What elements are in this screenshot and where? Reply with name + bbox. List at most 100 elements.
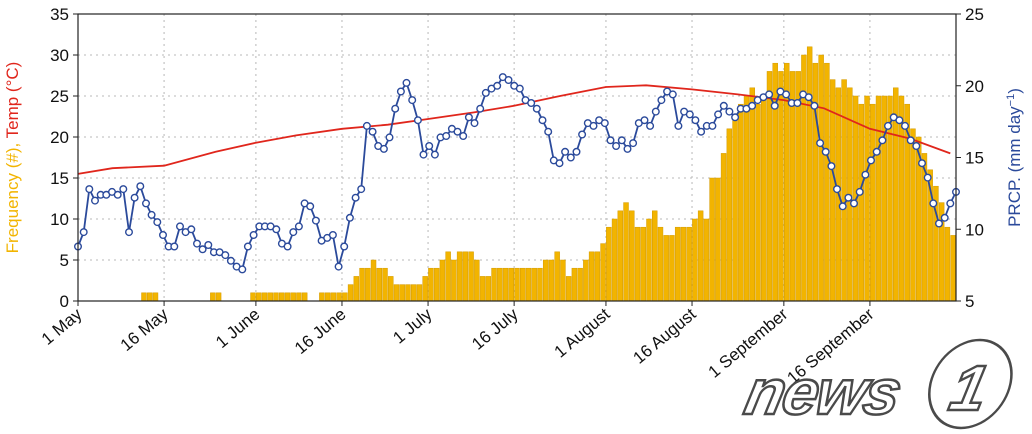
precipitation-point [351,193,360,202]
frequency-bar [330,292,337,302]
frequency-bar [761,95,767,302]
frequency-bar [261,292,268,302]
right-axis-ticks: 5 10 15 20 25 [956,5,984,311]
frequency-bar [542,259,549,302]
frequency-bar [445,251,451,302]
left-tick-label: 0 [60,292,69,311]
precipitation-point [725,107,734,116]
frequency-bar [652,210,658,302]
precipitation-point [79,228,88,237]
frequency-bar [577,267,583,302]
precipitation-point [334,262,343,271]
frequency-bar [451,259,457,302]
frequency-bar [388,276,394,302]
precipitation-point [249,230,258,239]
precipitation-point [379,144,388,153]
frequency-bar [514,267,520,302]
frequency-bar [841,79,847,302]
frequency-bar [485,276,492,302]
frequency-bar [531,267,537,302]
precipitation-point [362,121,371,130]
precipitation-point [345,213,354,222]
precipitation-point [90,196,99,205]
frequency-bar [870,103,876,302]
precipitation-point [816,139,825,148]
precipitation-point [748,101,757,110]
precipitation-point [708,121,717,130]
news1-watermark-logo: news 1 [738,338,1013,430]
watermark-wordmark: news [739,356,906,428]
precipitation-point [119,185,128,194]
precipitation-point [935,219,944,228]
left-tick-label: 15 [50,169,69,188]
precipitation-point [204,240,213,249]
precipitation-point [515,84,524,93]
frequency-bar [376,267,382,302]
precipitation-point [782,90,791,99]
precipitation-point [481,88,490,97]
precipitation-point [872,147,881,156]
frequency-bar [525,267,532,302]
left-axis-title: Frequency (#), Temp (°C) [3,62,22,254]
frequency-bar [732,120,738,302]
precipitation-point [657,96,666,105]
precipitation-point [289,228,298,237]
frequency-bar [347,284,354,302]
precipitation-point [838,202,847,211]
precipitation-point [124,228,133,237]
precipitation-point [651,107,660,116]
precipitation-point [453,127,462,136]
frequency-bar [284,292,291,302]
precipitation-point [855,187,864,196]
precipitation-point [538,116,547,125]
frequency-bar [278,292,285,302]
frequency-bar [674,226,681,302]
frequency-bar [520,267,526,302]
left-tick-label: 25 [50,87,69,106]
axis-title-part: −1 [1005,94,1017,107]
precipitation-point [844,193,853,202]
frequency-bar [359,267,365,302]
frequency-bar [571,267,578,302]
frequency-bar [617,210,624,302]
frequency-bar [147,292,153,302]
precipitation-point [810,101,819,110]
precipitation-point [464,113,473,122]
frequency-bar [640,226,646,302]
frequency-bar [382,267,388,302]
axis-title-part: ) [1005,88,1024,94]
frequency-bar [296,292,302,302]
precipitation-point [532,104,541,113]
frequency-bar [812,62,819,302]
precipitation-point [714,110,723,119]
right-tick-label: 10 [965,220,984,239]
watermark-badge [928,338,1013,430]
precipitation-point [476,104,485,113]
precipitation-point [867,156,876,165]
frequency-bar [370,259,377,302]
frequency-bar [502,267,509,302]
precipitation-point [770,101,779,110]
frequency-bar [606,226,612,302]
precipitation-point [600,119,609,128]
frequency-bar [365,267,371,302]
precipitation-point [311,216,320,225]
precipitation-point [153,218,162,227]
frequency-bar [336,292,342,302]
frequency-bar [462,251,469,302]
axis-title-part: Temp (°C) [3,62,22,139]
frequency-bar [858,103,865,302]
frequency-bar [560,259,566,302]
frequency-bar [669,235,675,302]
left-tick-label: 10 [50,210,69,229]
frequency-bar [416,284,423,302]
frequency-bar [623,202,629,302]
frequency-bar [875,95,882,302]
precipitation-point [368,127,377,136]
frequency-bar [491,267,497,302]
precipitation-point [912,141,921,150]
x-tick-label: 16 July [468,304,522,353]
precipitation-point [793,98,802,107]
frequency-bar [393,284,400,302]
